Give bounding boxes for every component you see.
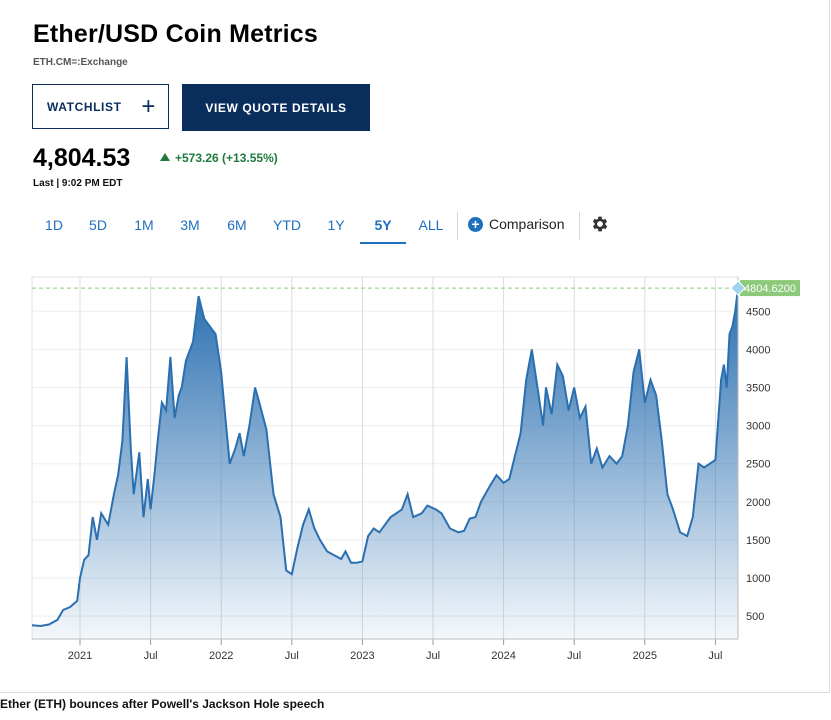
divider bbox=[457, 212, 458, 240]
price-change: +573.26 (+13.55%) bbox=[160, 151, 278, 165]
plus-icon: + bbox=[141, 93, 156, 121]
last-value-label: 4804.6200 bbox=[744, 283, 796, 295]
range-tab-1m[interactable]: 1M bbox=[120, 212, 168, 244]
y-tick-label: 1500 bbox=[746, 535, 770, 547]
y-tick-label: 2500 bbox=[746, 459, 770, 471]
y-tick-label: 2000 bbox=[746, 497, 770, 509]
x-tick-label: 2024 bbox=[491, 650, 515, 662]
x-tick-label: Jul bbox=[285, 650, 299, 662]
x-tick-label: Jul bbox=[567, 650, 581, 662]
price-change-value: +573.26 (+13.55%) bbox=[175, 151, 278, 165]
view-quote-details-button[interactable]: VIEW QUOTE DETAILS bbox=[182, 84, 370, 131]
range-tabs: 1D 5D 1M 3M 6M YTD 1Y 5Y ALL bbox=[32, 212, 456, 244]
range-tab-3m[interactable]: 3M bbox=[168, 212, 212, 244]
page-title: Ether/USD Coin Metrics bbox=[33, 20, 318, 49]
y-tick-label: 3000 bbox=[746, 421, 770, 433]
watchlist-button[interactable]: WATCHLIST + bbox=[32, 84, 169, 129]
range-tab-5y[interactable]: 5Y bbox=[360, 212, 406, 244]
comparison-button[interactable]: + Comparison bbox=[468, 216, 564, 232]
price-chart[interactable]: 500 1000 1500 2000 2500 3000 3500 4000 4500 2021 J… bbox=[0, 262, 831, 672]
watchlist-label: WATCHLIST bbox=[47, 100, 122, 114]
gear-icon[interactable] bbox=[590, 214, 610, 234]
comparison-label: Comparison bbox=[489, 216, 564, 232]
x-tick-label: 2022 bbox=[209, 650, 233, 662]
x-tick-label: Jul bbox=[708, 650, 722, 662]
range-tab-all[interactable]: ALL bbox=[406, 212, 456, 244]
last-update-time: Last | 9:02 PM EDT bbox=[33, 178, 123, 189]
last-price: 4,804.53 bbox=[33, 144, 130, 173]
x-tick-label: Jul bbox=[144, 650, 158, 662]
x-tick-label: Jul bbox=[426, 650, 440, 662]
x-tick-label: 2025 bbox=[633, 650, 657, 662]
y-tick-label: 1000 bbox=[746, 573, 770, 585]
x-tick-label: 2023 bbox=[350, 650, 374, 662]
x-tick-label: 2021 bbox=[68, 650, 92, 662]
range-tab-6m[interactable]: 6M bbox=[212, 212, 262, 244]
range-tab-5d[interactable]: 5D bbox=[76, 212, 120, 244]
y-tick-label: 3500 bbox=[746, 383, 770, 395]
y-tick-label: 4500 bbox=[746, 306, 770, 318]
divider bbox=[579, 212, 580, 240]
add-circle-icon: + bbox=[468, 217, 483, 232]
y-tick-label: 4000 bbox=[746, 344, 770, 356]
range-tab-1d[interactable]: 1D bbox=[32, 212, 76, 244]
range-tab-1y[interactable]: 1Y bbox=[312, 212, 360, 244]
up-arrow-icon bbox=[160, 153, 170, 161]
symbol-label: ETH.CM=:Exchange bbox=[33, 57, 128, 68]
news-headline[interactable]: Ether (ETH) bounces after Powell's Jacks… bbox=[0, 697, 324, 711]
y-tick-label: 500 bbox=[746, 611, 764, 623]
range-tab-ytd[interactable]: YTD bbox=[262, 212, 312, 244]
